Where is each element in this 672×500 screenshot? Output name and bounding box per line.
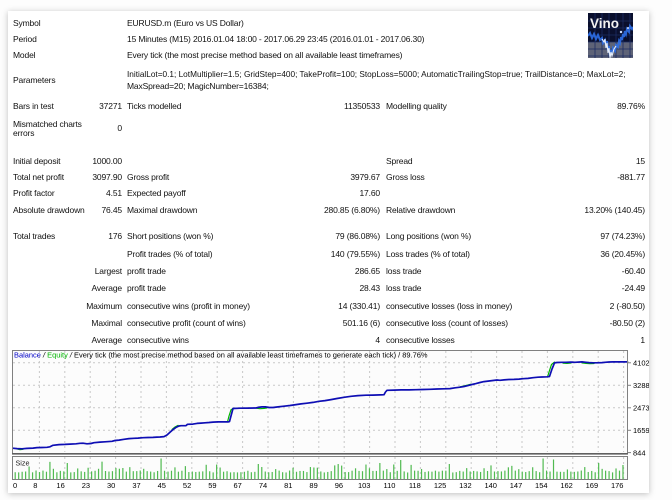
svg-text:140: 140 [484, 481, 497, 490]
svg-text:162: 162 [560, 481, 573, 490]
svg-text:132: 132 [459, 481, 472, 490]
svg-text:Vino: Vino [590, 16, 619, 31]
svg-text:96: 96 [335, 481, 343, 490]
svg-text:74: 74 [259, 481, 267, 490]
svg-text:23: 23 [82, 481, 90, 490]
svg-text:1659: 1659 [633, 426, 649, 435]
svg-text:16: 16 [56, 481, 64, 490]
svg-text:125: 125 [434, 481, 447, 490]
svg-text:0: 0 [13, 481, 17, 490]
svg-text:30: 30 [107, 481, 115, 490]
svg-text:2473: 2473 [633, 404, 649, 413]
svg-text:147: 147 [510, 481, 523, 490]
svg-text:81: 81 [284, 481, 292, 490]
svg-text:Size: Size [16, 459, 30, 468]
svg-text:45: 45 [158, 481, 166, 490]
svg-text:8: 8 [33, 481, 37, 490]
svg-text:844: 844 [633, 448, 646, 457]
svg-text:110: 110 [384, 481, 396, 490]
svg-text:89: 89 [309, 481, 317, 490]
svg-text:59: 59 [208, 481, 216, 490]
svg-text:169: 169 [586, 481, 599, 490]
svg-text:52: 52 [183, 481, 191, 490]
svg-text:154: 154 [535, 481, 548, 490]
svg-text:4102: 4102 [633, 359, 649, 368]
svg-text:3288: 3288 [633, 381, 649, 390]
svg-text:103: 103 [358, 481, 371, 490]
svg-text:37: 37 [132, 481, 140, 490]
svg-text:67: 67 [234, 481, 242, 490]
svg-text:118: 118 [409, 481, 421, 490]
svg-text:Balance / Equity / Every tick: Balance / Equity / Every tick (the most … [14, 351, 428, 360]
svg-text:176: 176 [611, 481, 624, 490]
